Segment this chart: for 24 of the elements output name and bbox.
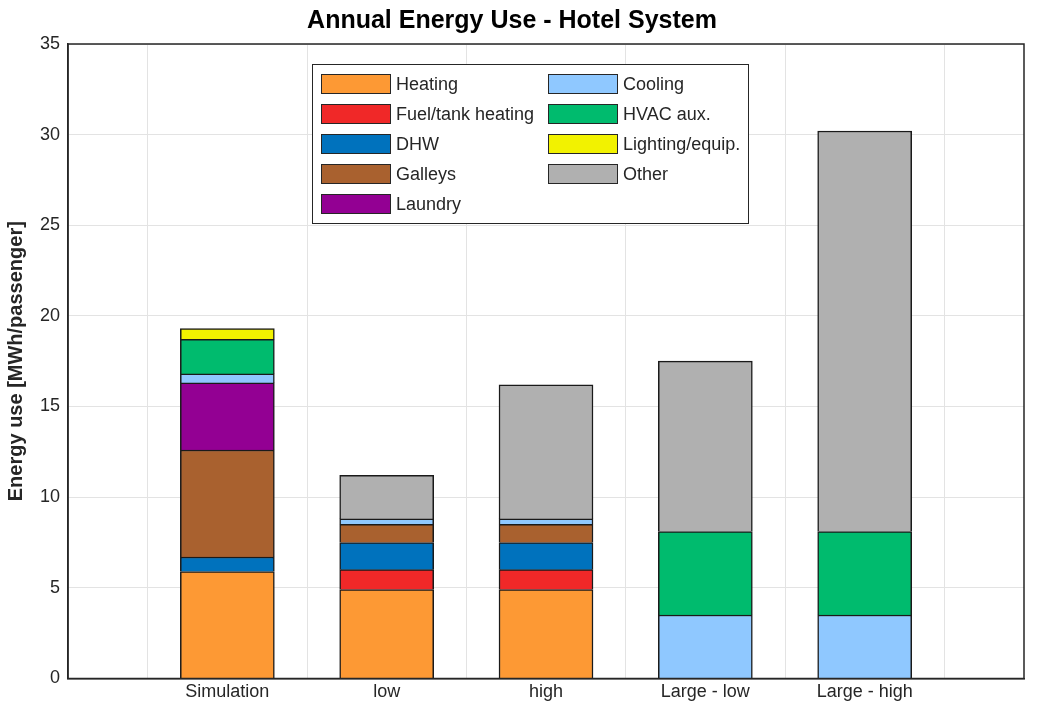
x-tick-label: low: [373, 681, 402, 702]
legend-label: Cooling: [623, 73, 685, 95]
chart-title: Annual Energy Use - Hotel System: [307, 4, 717, 33]
legend-label: Other: [623, 163, 669, 185]
y-axis-title: Energy use [MWh/passenger]: [3, 221, 26, 502]
x-tick-label: Large - high: [816, 681, 913, 702]
y-tick-label: 20: [39, 304, 61, 325]
y-tick-label: 35: [39, 32, 61, 53]
legend-label: DHW: [396, 133, 439, 155]
legend-label: HVAC aux.: [623, 103, 711, 125]
x-tick-label: Large - low: [660, 681, 751, 702]
legend-label: Heating: [396, 73, 459, 95]
y-tick-label: 5: [50, 576, 61, 597]
y-tick-label: 10: [39, 486, 61, 507]
x-tick-label: Simulation: [185, 681, 270, 702]
legend-label: Lighting/equip.: [623, 133, 741, 155]
y-tick-label: 30: [39, 123, 61, 144]
legend-label: Laundry: [396, 193, 462, 215]
legend-label: Galleys: [396, 163, 457, 185]
y-tick-label: 0: [50, 667, 61, 688]
y-tick-label: 25: [39, 214, 61, 235]
x-tick-label: high: [529, 681, 564, 702]
legend-label: Fuel/tank heating: [396, 103, 535, 125]
y-tick-label: 15: [39, 395, 61, 416]
